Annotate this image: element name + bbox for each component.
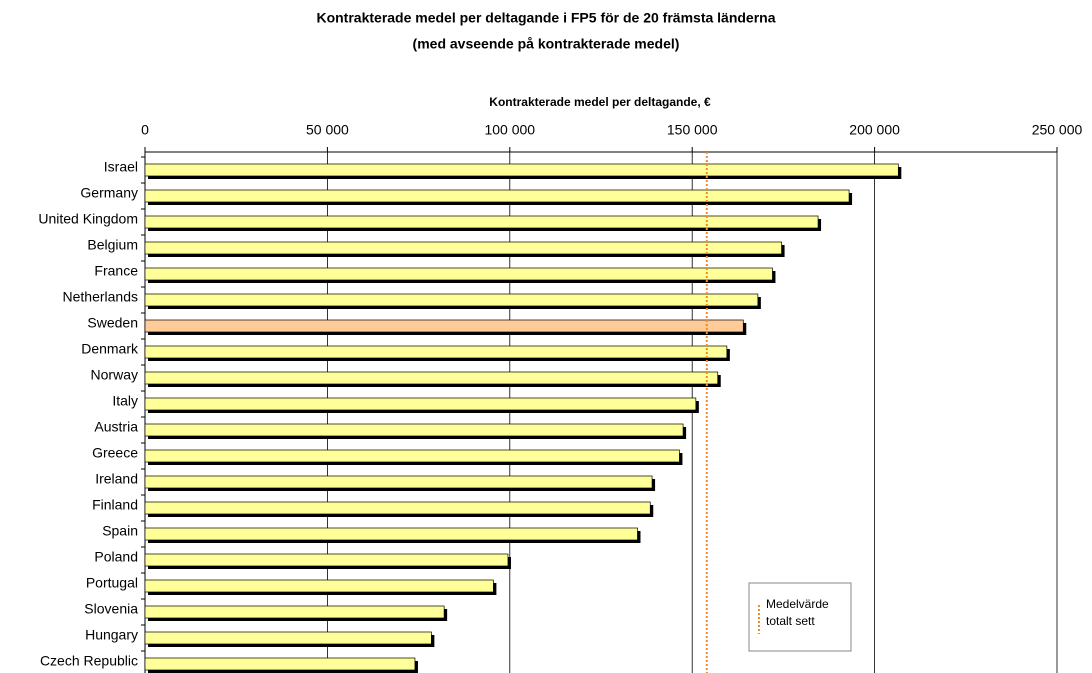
bar (144, 475, 653, 489)
bar (144, 657, 416, 671)
bar (144, 319, 744, 333)
chart-subtitle: (med avseende på kontrakterade medel) (413, 36, 680, 52)
x-axis-label: Kontrakterade medel per deltagande, € (489, 95, 711, 109)
y-tick-label: Czech Republic (40, 653, 138, 669)
y-tick-label: Spain (102, 523, 138, 539)
bar (144, 163, 899, 177)
legend-label: Medelvärde totalt sett (766, 597, 829, 628)
bar (144, 397, 697, 411)
chart-title: Kontrakterade medel per deltagande i FP5… (316, 10, 775, 26)
y-tick-label: Hungary (85, 627, 138, 643)
y-tick-label: Slovenia (84, 601, 138, 617)
y-tick-label: Denmark (81, 341, 139, 357)
y-tick-label: Norway (91, 367, 138, 383)
legend-text-box: Medelvärde totalt sett (766, 597, 829, 628)
bar (144, 215, 819, 229)
bar (144, 371, 719, 385)
bar (144, 241, 782, 255)
legend-box (748, 582, 852, 652)
y-tick-label: Netherlands (63, 289, 139, 305)
bar (144, 345, 728, 359)
y-tick-label: Austria (94, 419, 138, 435)
x-tick-label: 50 000 (306, 122, 349, 138)
y-tick-label: Finland (92, 497, 138, 513)
y-tick-label: France (94, 263, 138, 279)
bar (144, 605, 445, 619)
y-tick-label: Sweden (87, 315, 138, 331)
x-tick-label: 250 000 (1032, 122, 1083, 138)
x-tick-label: 0 (141, 122, 149, 138)
bar (144, 189, 850, 203)
bar (144, 449, 680, 463)
bar (144, 527, 638, 541)
y-tick-label: Greece (92, 445, 138, 461)
bar (144, 553, 509, 567)
bar (144, 579, 494, 593)
bar (144, 293, 759, 307)
x-tick-label: 150 000 (667, 122, 718, 138)
bar (144, 501, 651, 515)
y-tick-label: Ireland (95, 471, 138, 487)
bar (144, 631, 432, 645)
y-tick-label: Portugal (86, 575, 138, 591)
bar (144, 267, 773, 281)
bar (144, 423, 684, 437)
y-tick-label: Belgium (87, 237, 138, 253)
y-tick-label: United Kingdom (38, 211, 138, 227)
y-tick-label: Poland (94, 549, 138, 565)
x-tick-label: 100 000 (484, 122, 535, 138)
x-tick-label: 200 000 (849, 122, 900, 138)
y-tick-label: Italy (112, 393, 138, 409)
y-tick-label: Germany (80, 185, 138, 201)
y-tick-label: Israel (104, 159, 138, 175)
